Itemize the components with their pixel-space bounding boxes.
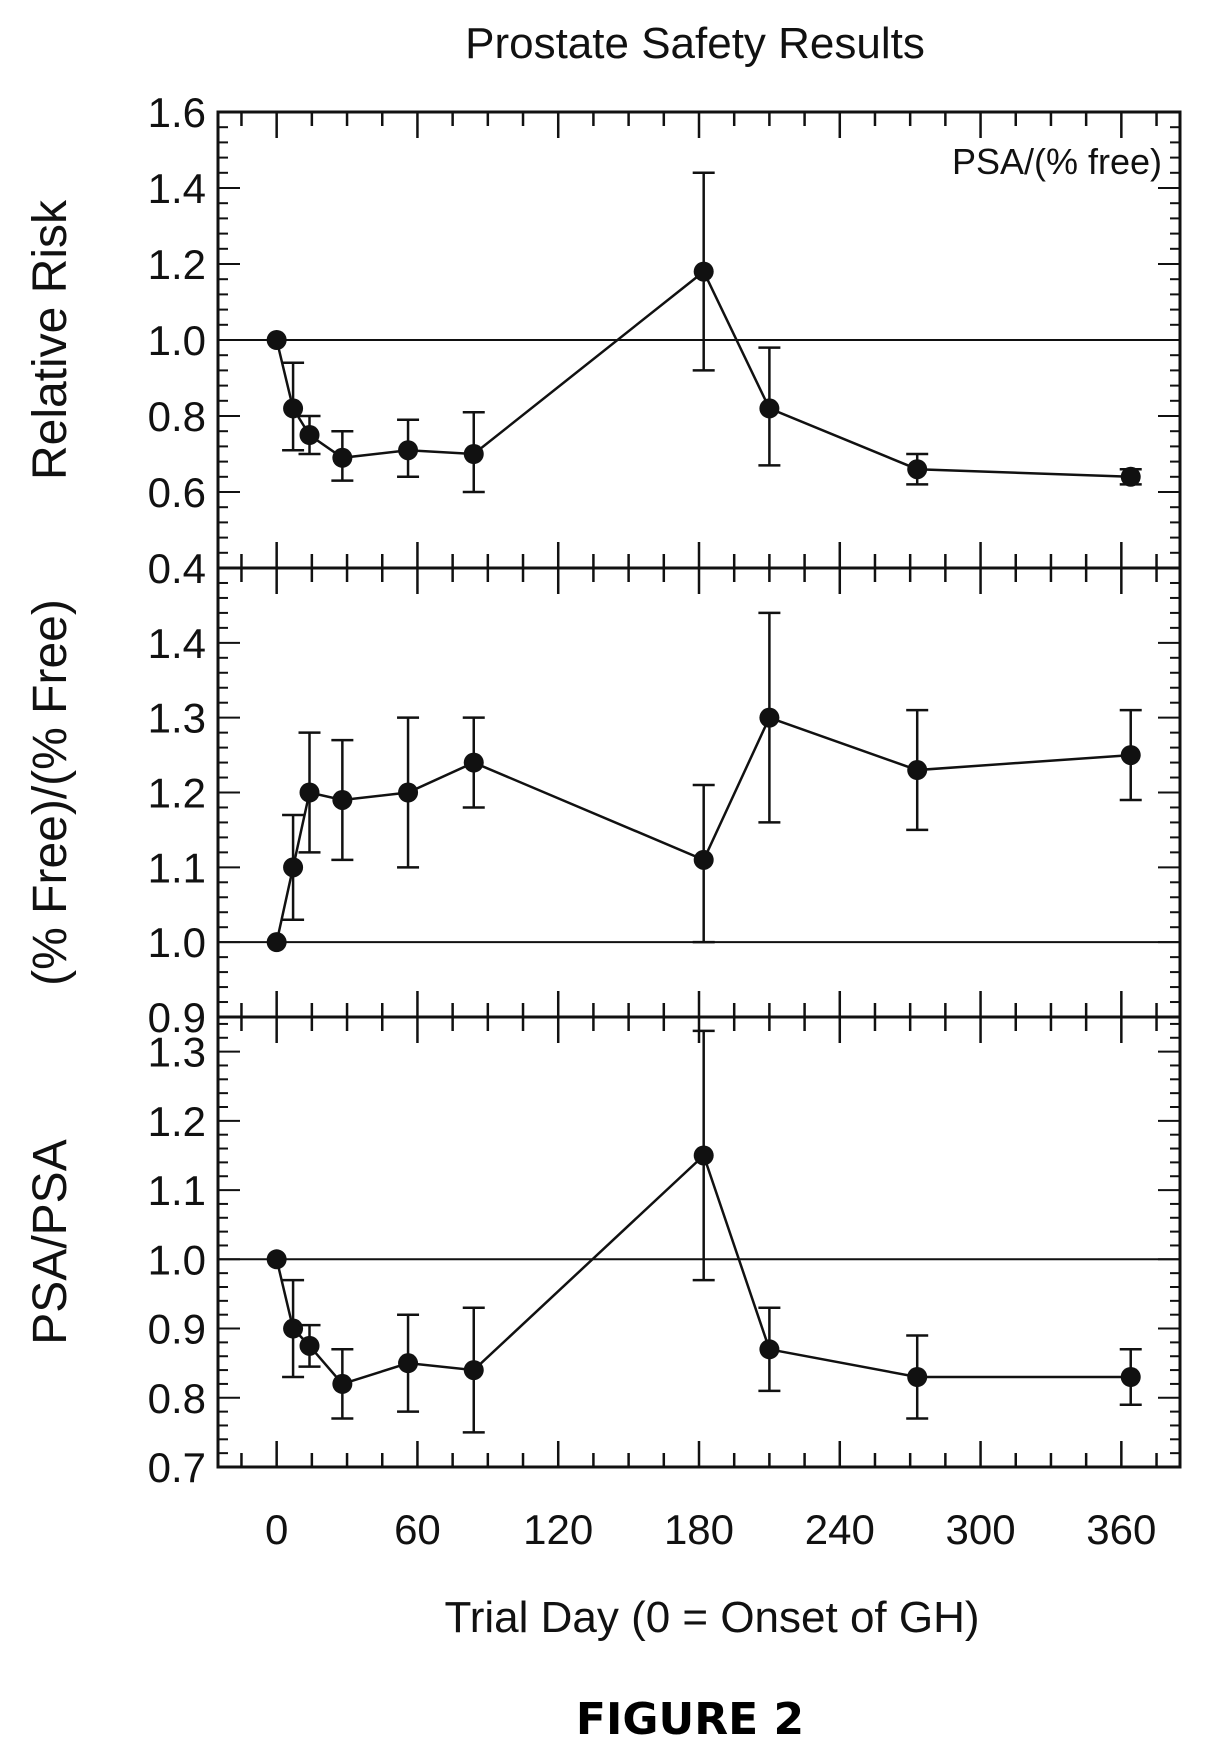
y-tick-label: 1.0 [148,317,206,364]
y-tick-label: 1.3 [148,695,206,742]
data-point [1120,466,1141,487]
data-point [332,789,353,810]
y-tick-label: 0.9 [148,1306,206,1353]
y-tick-label: 1.2 [148,1098,206,1145]
data-point [907,1367,928,1387]
y-tick-label: 1.0 [148,1236,206,1283]
data-point [266,932,287,953]
data-point [463,444,484,464]
y-tick-label: 0.4 [148,545,206,592]
data-point [398,782,419,803]
chart-panels: 0.4 0.6 0.8 1.0 1.2 1.4 1.6 Relative Risk PSA/(%… [24,89,1182,1553]
series-line [275,269,1131,479]
y-tick-label: 1.1 [148,1167,206,1214]
data-point [759,707,780,728]
y-tick-label: 0.8 [148,1375,206,1422]
x-tick-label: 300 [946,1506,1016,1553]
x-tick-label: 60 [394,1506,441,1553]
y-tick-label: 1.1 [148,844,206,891]
figure-caption: FIGURE 2 [576,1694,804,1745]
data-point [332,447,353,468]
data-point [283,1318,304,1339]
data-point [283,398,304,419]
chart-title: Prostate Safety Results [465,19,925,68]
data-point [759,1339,780,1360]
data-point [332,1373,353,1394]
y-axis-label: Relative Risk [24,199,77,480]
data-point [299,782,320,803]
data-point [693,1145,714,1166]
panel-frame [216,1015,1182,1469]
y-tick-label: 1.4 [148,165,206,212]
data-point [759,398,780,419]
data-point [1120,1367,1141,1387]
y-tick-label: 0.7 [148,1444,206,1491]
panel-annotation: PSA/(% free) [952,141,1162,182]
data-point [907,760,928,781]
panel-2: 0.9 1.0 1.1 1.2 1.3 1.4 (% Free)/(% Free) [24,566,1182,1041]
x-tick-label: 120 [523,1506,593,1553]
data-point [266,1249,287,1270]
data-point [907,459,928,480]
x-tick-label: 240 [805,1506,875,1553]
x-tick-label: 0 [265,1506,288,1553]
y-tick-label: 1.6 [148,89,206,136]
data-point [1120,745,1141,766]
panel-frame [216,566,1182,1019]
data-point [693,849,714,870]
y-axis-label: PSA/PSA [24,1139,77,1344]
series-line [275,1153,1131,1386]
data-point [299,1335,320,1356]
panel-1: 0.4 0.6 0.8 1.0 1.2 1.4 1.6 Relative Risk PSA/(%… [24,89,1182,592]
data-point [398,440,419,461]
x-axis-label: Trial Day (0 = Onset of GH) [444,1593,979,1642]
y-tick-label: 1.3 [148,1029,206,1076]
data-point [463,752,484,773]
panel-3: 0.7 0.8 0.9 1.0 1.1 1.2 1.3 PSA/PSA [24,1015,1182,1491]
y-tick-label: 1.4 [148,620,206,667]
series-line [275,716,1131,943]
y-tick-label: 0.8 [148,393,206,440]
y-tick-label: 0.9 [148,994,206,1041]
y-axis-label: (% Free)/(% Free) [24,599,77,986]
data-point [463,1360,484,1381]
y-tick-label: 1.2 [148,241,206,288]
data-point [266,330,287,350]
data-point [693,261,714,282]
x-tick-label: 360 [1086,1506,1156,1553]
data-point [283,857,304,878]
x-tick-label: 180 [664,1506,734,1553]
data-point [299,425,320,445]
y-tick-label: 0.6 [148,469,206,516]
data-point [398,1353,419,1374]
y-tick-label: 1.2 [148,770,206,817]
y-tick-label: 1.0 [148,919,206,966]
